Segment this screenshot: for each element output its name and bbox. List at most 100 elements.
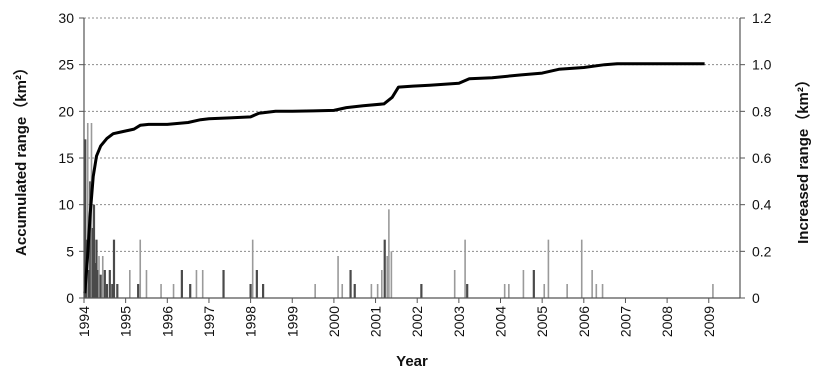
increase-bar — [547, 239, 550, 298]
increase-bar — [601, 284, 604, 298]
increase-bar — [201, 270, 204, 298]
increase-bar — [353, 284, 356, 298]
y-tick-label-right: 0.2 — [752, 243, 772, 259]
increase-bar — [99, 274, 102, 298]
accumulated-range-line — [83, 62, 705, 294]
y-axis-title-left: Accumulated range（km²） — [12, 60, 30, 256]
increase-bar — [251, 239, 254, 298]
x-tick-label: 2000 — [326, 306, 342, 337]
increase-bar — [503, 284, 506, 298]
increase-bar — [96, 270, 99, 298]
increase-bar — [566, 284, 568, 298]
x-tick-label: 2007 — [618, 306, 634, 337]
increase-bar — [261, 284, 265, 298]
increase-bar — [712, 284, 714, 298]
y-tick-label-left: 20 — [58, 103, 74, 119]
y-tick-label-right: 1.2 — [752, 10, 772, 26]
increase-bar — [543, 284, 546, 298]
y-tick-label-left: 25 — [58, 57, 74, 73]
grid-layer — [84, 17, 740, 252]
increase-bar — [249, 284, 252, 298]
increase-bar — [195, 270, 198, 298]
increase-bar — [189, 284, 192, 298]
y-tick-label-left: 10 — [58, 197, 74, 213]
increase-bar — [222, 270, 225, 298]
x-tick-label: 2006 — [576, 306, 592, 337]
increase-bar — [103, 270, 106, 298]
increase-bar — [172, 284, 175, 298]
increase-bar — [464, 239, 466, 298]
increase-bar — [349, 270, 352, 298]
increase-bar — [84, 139, 87, 298]
increase-bar — [383, 239, 386, 298]
increase-bar — [386, 256, 389, 298]
increase-bar — [95, 239, 98, 298]
increase-bar — [314, 284, 316, 298]
bar-layer — [84, 123, 714, 298]
increase-bar — [508, 284, 510, 298]
increase-bar — [105, 284, 109, 298]
y-tick-label-left: 15 — [58, 150, 74, 166]
increase-bar — [337, 256, 339, 298]
increase-bar — [111, 284, 114, 298]
x-tick-label: 2003 — [451, 306, 467, 337]
x-tick-label: 2009 — [701, 306, 717, 337]
line-layer — [83, 62, 705, 294]
y-tick-label-left: 5 — [66, 243, 74, 259]
y-axis-title-right: Increased range（km²） — [794, 72, 812, 244]
increase-bar — [595, 284, 598, 298]
x-tick-label: 2001 — [368, 306, 384, 337]
increase-bar — [92, 204, 96, 298]
increase-bar — [91, 228, 94, 298]
increase-bar — [376, 284, 379, 298]
y-tick-label-left: 0 — [66, 290, 74, 306]
increase-bar — [370, 284, 373, 298]
y-tick-label-left: 30 — [58, 10, 74, 26]
increase-bar — [89, 181, 92, 298]
increase-bar — [137, 284, 140, 298]
increase-bar — [160, 284, 162, 298]
increase-bar — [180, 270, 183, 298]
y-tick-label-right: 0.6 — [752, 150, 772, 166]
increase-bar — [453, 270, 456, 298]
x-axis-title: Year — [396, 353, 428, 370]
increase-bar — [86, 123, 89, 298]
increase-bar — [94, 263, 97, 298]
increase-bar — [381, 270, 383, 298]
x-tick-label: 2004 — [493, 306, 509, 337]
increase-bar — [532, 270, 535, 298]
y-tick-label-right: 0.8 — [752, 103, 772, 119]
increase-bar — [116, 284, 119, 298]
increase-bar — [388, 209, 390, 298]
axis-layer — [79, 17, 745, 303]
increase-bar — [466, 284, 469, 298]
increase-bar — [390, 251, 393, 298]
x-tick-label: 1995 — [118, 306, 134, 337]
increase-bar — [129, 270, 131, 298]
increase-bar — [87, 270, 91, 298]
increase-bar — [145, 270, 148, 298]
y-tick-label-right: 0 — [752, 290, 760, 306]
x-tick-label: 1997 — [201, 306, 217, 337]
x-tick-label: 1999 — [284, 306, 300, 337]
increase-bar — [591, 270, 593, 298]
increase-bar — [108, 270, 111, 298]
y-tick-label-right: 1.0 — [752, 57, 772, 73]
x-tick-label: 1996 — [159, 306, 175, 337]
increase-bar — [341, 284, 344, 298]
x-tick-label: 1998 — [243, 306, 259, 337]
increase-bar — [580, 239, 583, 298]
increase-bar — [255, 270, 258, 298]
increase-bar — [522, 270, 525, 298]
increase-bar — [420, 284, 423, 298]
x-tick-label: 2002 — [409, 306, 425, 337]
increase-bar — [98, 256, 100, 298]
y-tick-label-right: 0.4 — [752, 197, 772, 213]
x-tick-label: 2005 — [534, 306, 550, 337]
x-tick-label: 1994 — [76, 306, 92, 337]
increase-bar — [139, 239, 142, 298]
increase-bar — [101, 256, 104, 298]
tick-layer: 0 5 10 15 20 25 30 0 0.2 0.4 0.6 0.8 1.0 1.2 1994 1995 1… — [58, 10, 771, 337]
